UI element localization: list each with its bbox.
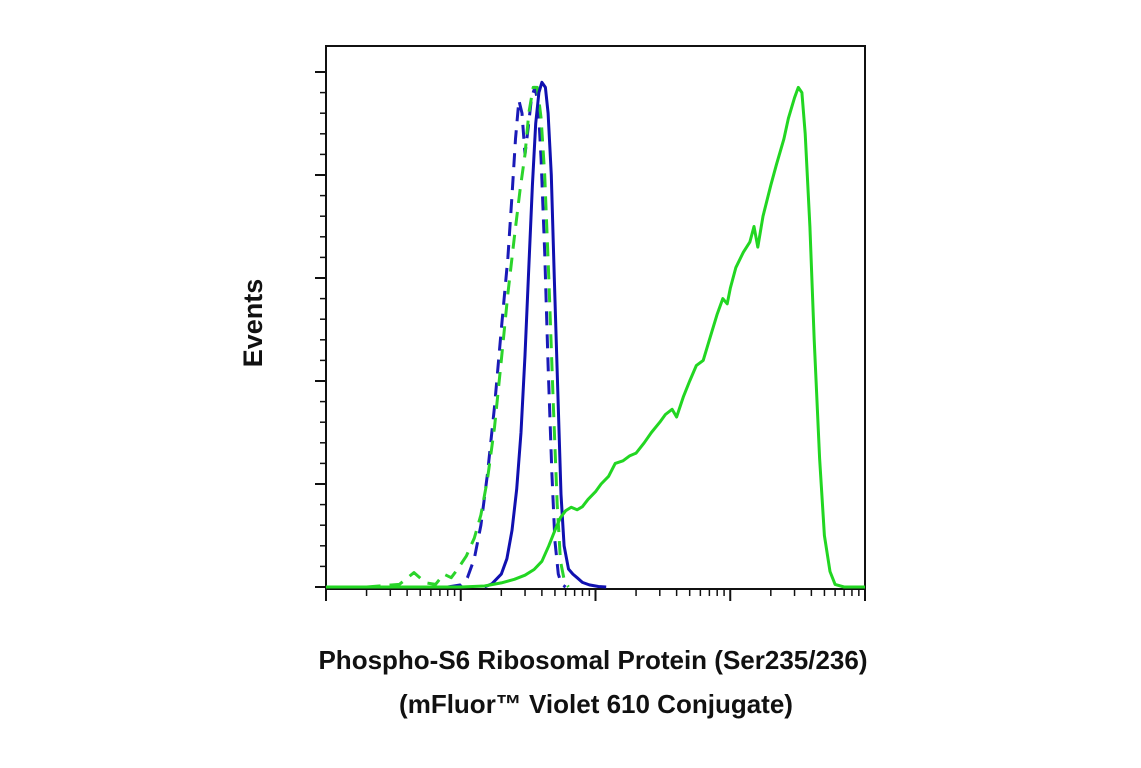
y-axis-label: Events [238,279,268,368]
y-axis-ticks [315,71,326,588]
series-line-2 [366,85,570,589]
series-line-3 [483,80,607,589]
plot-frame [325,45,866,590]
x-axis-label-line-1: Phospho-S6 Ribosomal Protein (Ser235/236… [318,645,867,675]
series-line-4 [326,85,865,589]
series-layer [326,80,865,589]
x-axis-label-line-2: (mFluor™ Violet 610 Conjugate) [399,689,793,719]
x-axis-ticks [325,589,866,601]
series-line-1 [447,85,567,589]
